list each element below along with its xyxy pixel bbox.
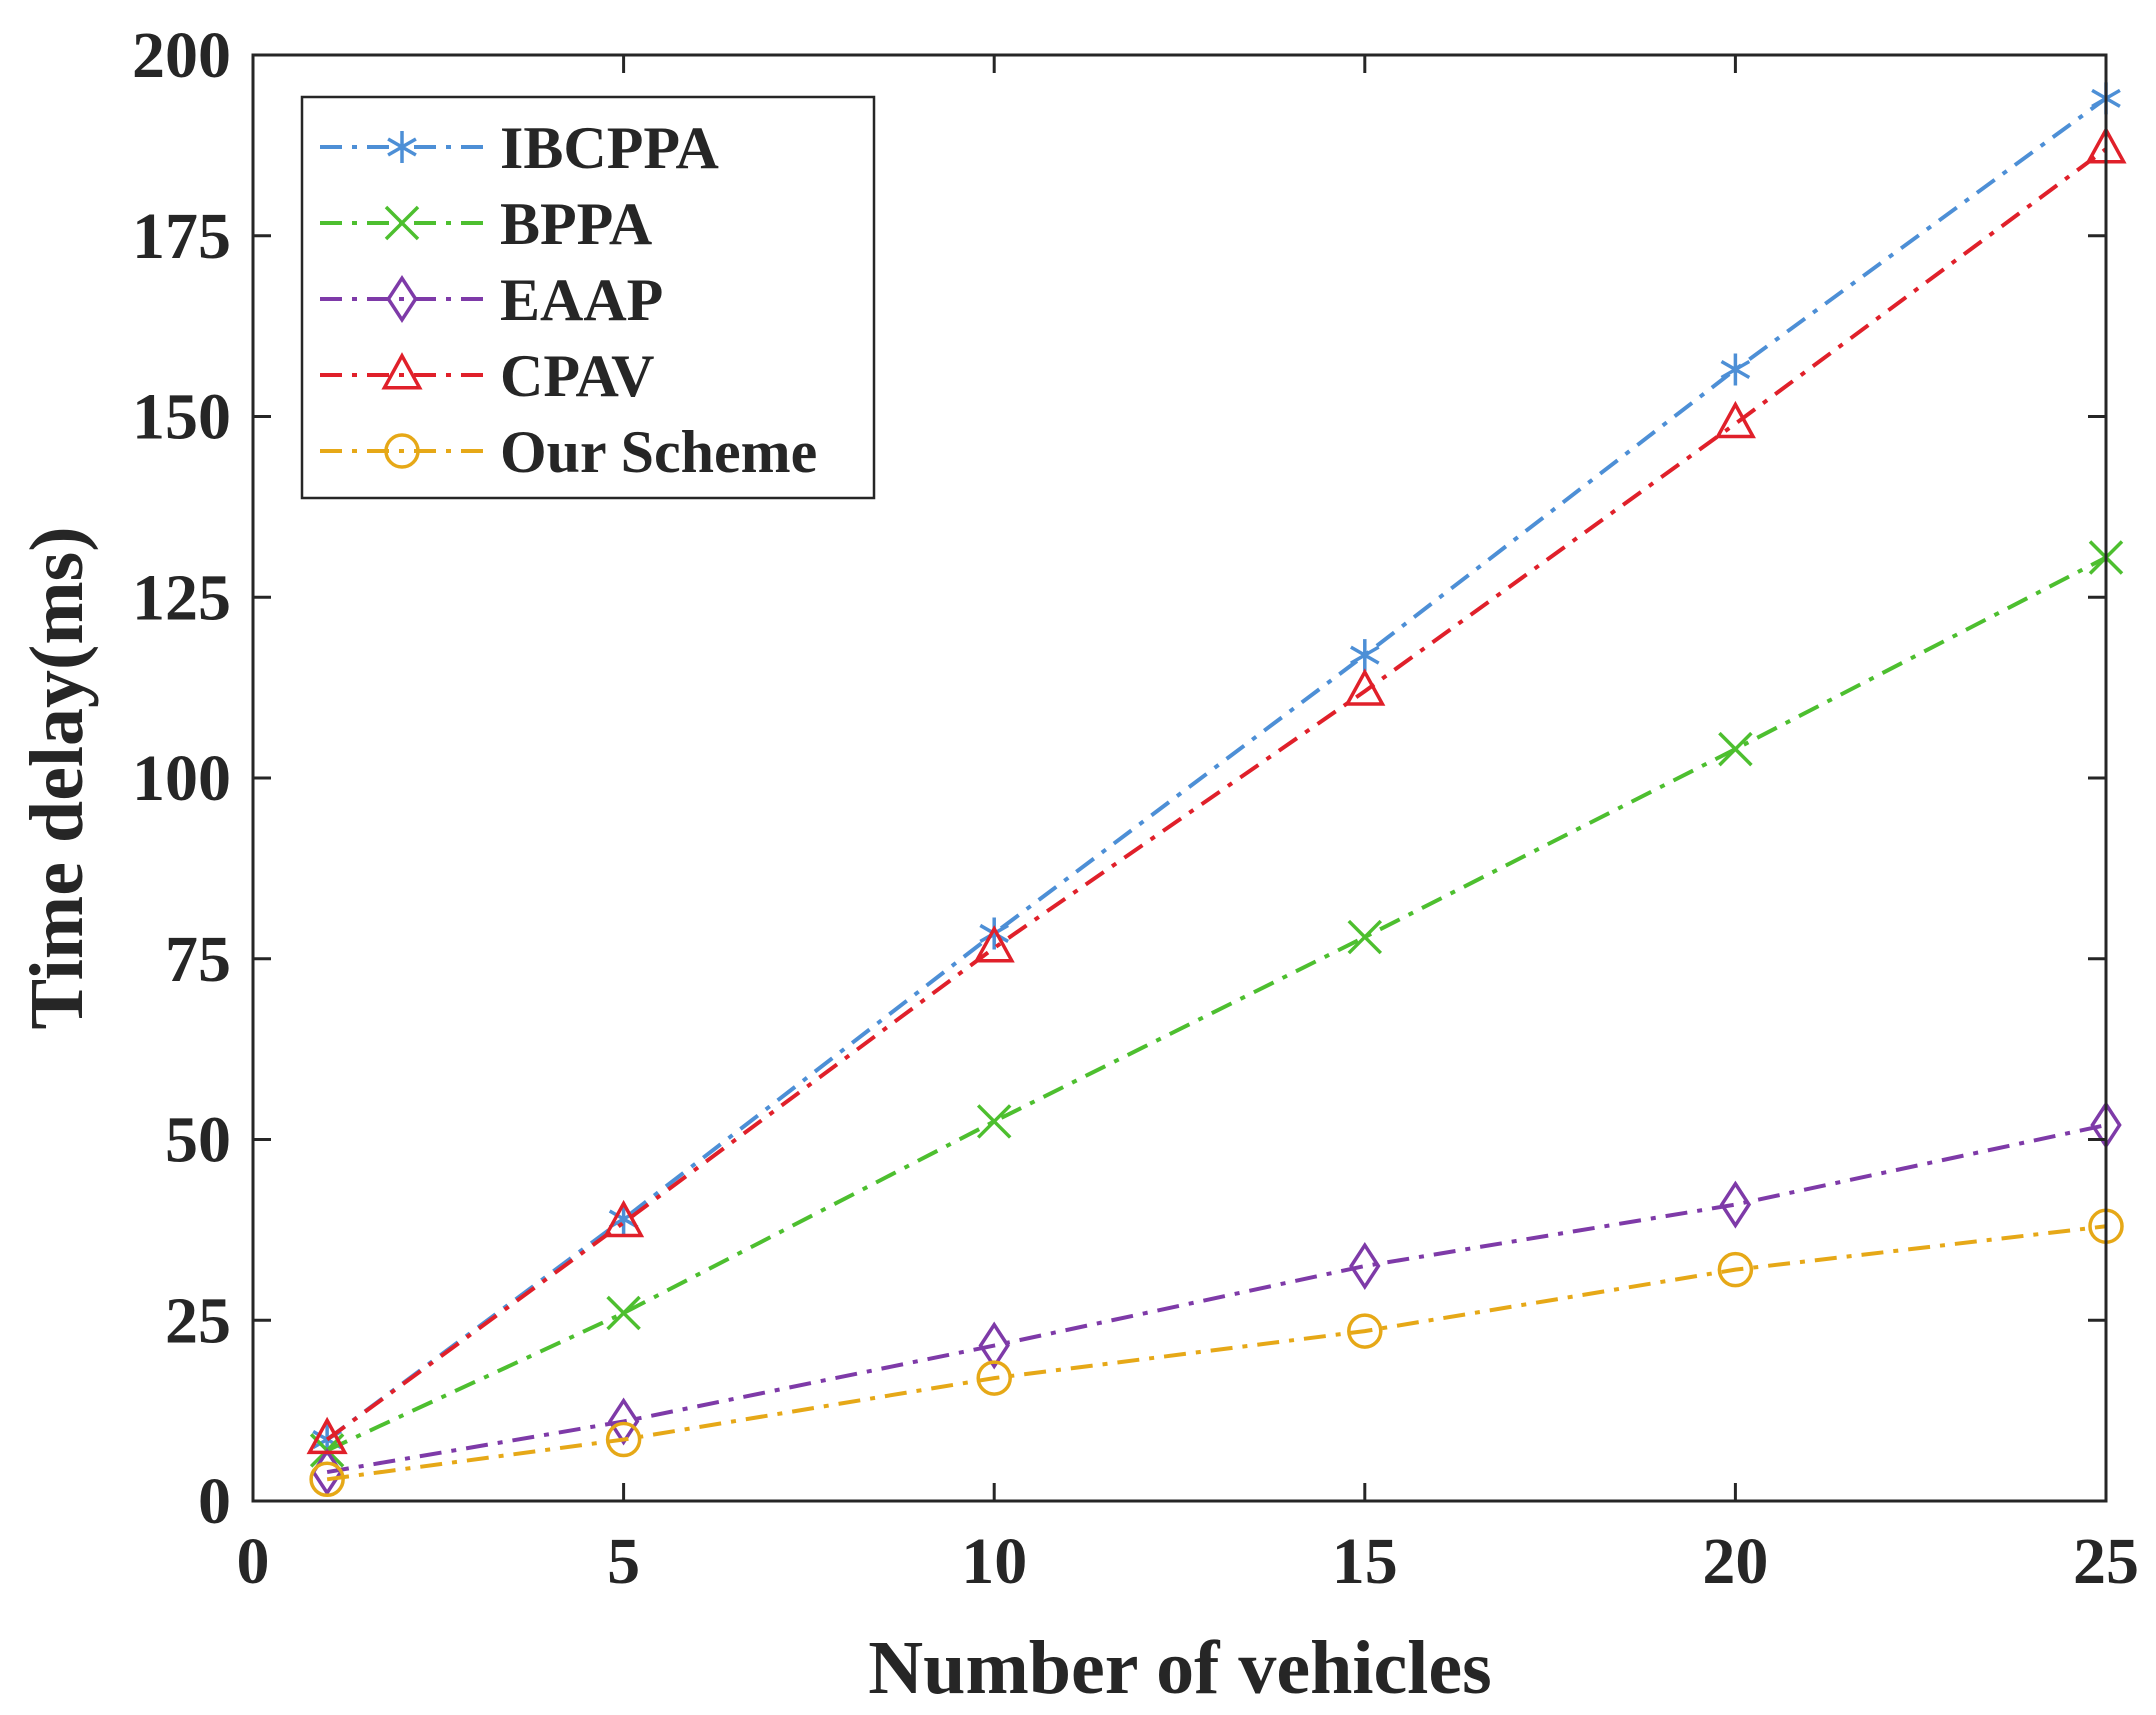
y-axis-title: Time delay(ms) <box>15 526 99 1029</box>
plot-area <box>306 82 2127 1498</box>
legend-item: EAAP <box>320 267 663 333</box>
data-point <box>309 1461 345 1498</box>
x-tick-label: 20 <box>1702 1525 1768 1598</box>
y-tick-label: 125 <box>132 561 231 634</box>
legend-item: CPAV <box>320 343 654 409</box>
data-point <box>1347 919 1383 955</box>
y-tick-label: 200 <box>132 19 231 92</box>
legend: IBCPPA BPPA EAAP CPAV Our Scheme <box>300 95 876 500</box>
y-tick-label: 100 <box>132 742 231 815</box>
legend-marker <box>387 131 417 163</box>
legend-label: EAAP <box>500 267 663 333</box>
legend-item: IBCPPA <box>320 115 719 181</box>
data-point <box>607 1397 640 1446</box>
y-tick-label: 150 <box>132 381 231 454</box>
data-point <box>1347 1313 1383 1349</box>
y-tick-label: 0 <box>198 1465 231 1538</box>
data-point <box>605 1421 642 1458</box>
legend-label: IBCPPA <box>500 115 719 181</box>
data-point <box>606 1295 641 1331</box>
data-point <box>976 1360 1012 1396</box>
legend-item: Our Scheme <box>320 419 817 485</box>
data-point <box>1344 668 1386 706</box>
legend-marker <box>384 205 420 241</box>
legend-marker <box>386 275 418 323</box>
legend-marker <box>384 433 420 469</box>
x-tick-label: 10 <box>961 1525 1027 1598</box>
x-tick-label: 5 <box>607 1525 640 1598</box>
data-point <box>1349 1242 1381 1291</box>
series-line <box>326 1123 2107 1475</box>
y-tick-label: 75 <box>165 923 231 996</box>
data-point <box>1719 1180 1752 1229</box>
legend-box <box>300 95 876 500</box>
x-axis-title: Number of vehicles <box>868 1626 1491 1710</box>
data-point <box>976 1104 1012 1139</box>
x-axis-tick-labels: 0 5 10 15 20 25 <box>237 1525 2140 1598</box>
y-tick-label: 175 <box>132 200 231 273</box>
y-axis-tick-labels: 0 25 50 75 100 125 150 175 200 <box>132 19 231 1538</box>
data-point <box>978 1321 1010 1370</box>
data-point <box>1714 400 1756 439</box>
series-line <box>326 555 2107 1453</box>
legend-marker <box>381 352 423 390</box>
series-cpav <box>306 126 2127 1455</box>
series-eaap <box>311 1101 2122 1497</box>
x-tick-label: 0 <box>237 1525 270 1598</box>
x-tick-label: 15 <box>1332 1525 1398 1598</box>
series-line <box>325 96 2108 1442</box>
legend-label: Our Scheme <box>500 419 817 485</box>
legend-item: BPPA <box>320 191 652 257</box>
data-point <box>1717 1251 1754 1288</box>
data-point <box>306 1416 348 1455</box>
data-point <box>973 925 1015 963</box>
series-our-scheme <box>309 1208 2124 1498</box>
legend-label: CPAV <box>500 343 654 409</box>
data-point <box>979 917 1009 950</box>
series-line <box>326 1224 2107 1482</box>
legend-label: BPPA <box>500 191 652 257</box>
axis-ticks <box>251 53 2108 1503</box>
y-tick-label: 25 <box>165 1284 231 1357</box>
series-line <box>325 147 2108 1442</box>
x-tick-label: 25 <box>2073 1525 2139 1598</box>
data-point <box>1350 639 1380 672</box>
data-point <box>603 1199 645 1238</box>
data-point <box>1718 731 1753 767</box>
y-tick-label: 50 <box>165 1104 231 1177</box>
series-ibcppa <box>312 82 2121 1456</box>
data-point <box>1720 353 1751 386</box>
